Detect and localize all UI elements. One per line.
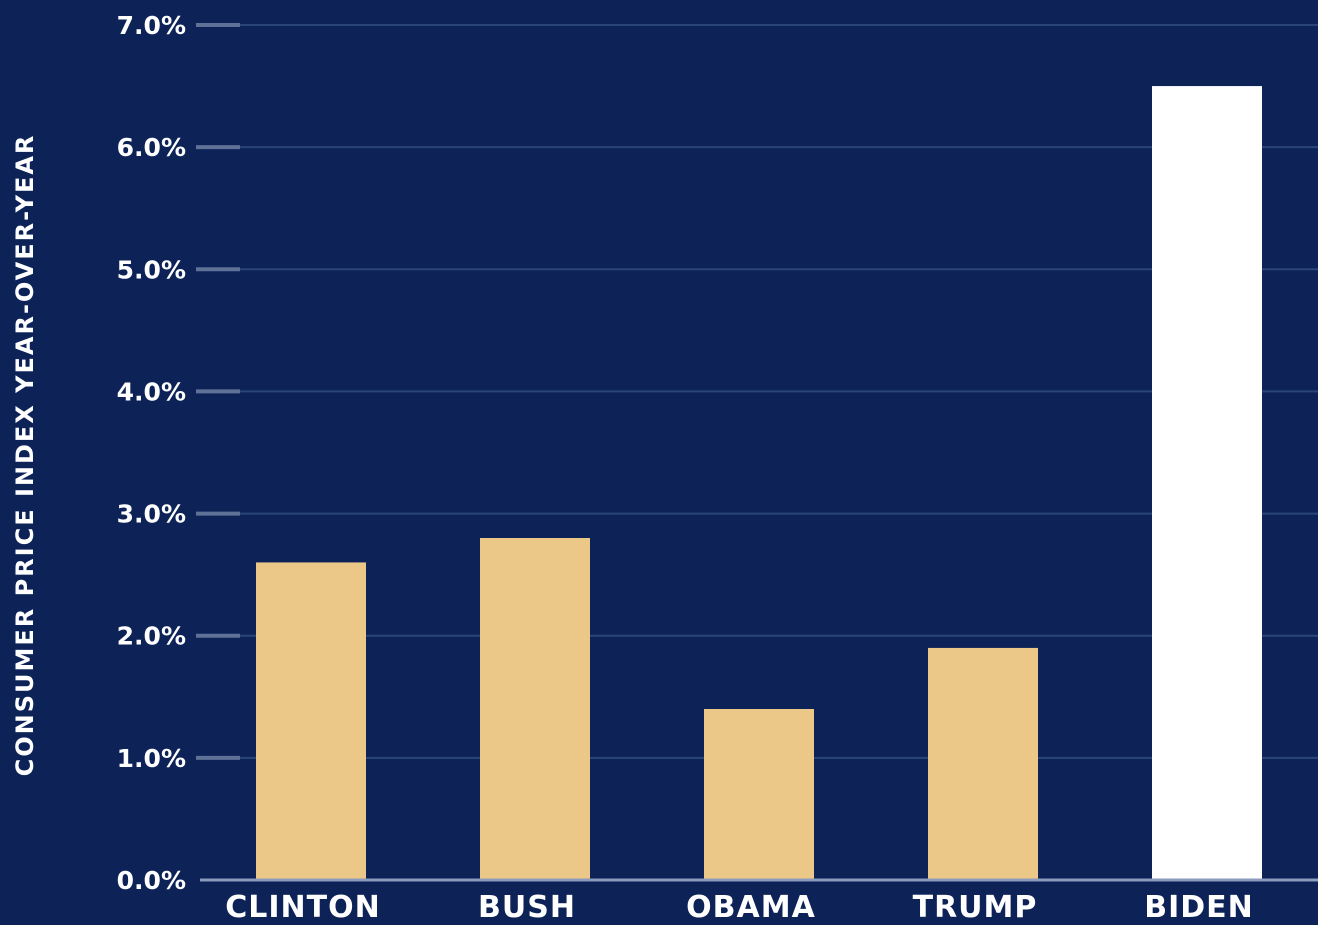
y-tick-label: 2.0%: [117, 622, 186, 651]
x-category-label-biden: BIDEN: [1144, 890, 1254, 925]
x-category-label-trump: TRUMP: [913, 890, 1038, 925]
bar-clinton: [256, 562, 366, 880]
y-axis-ticks: 0.0% 1.0% 2.0% 3.0% 4.0% 5.0% 6.0% 7.0%: [117, 11, 240, 895]
gridlines: [238, 24, 1318, 759]
bar-obama: [704, 709, 814, 880]
y-tick-label: 7.0%: [117, 11, 186, 40]
y-tick-label: 5.0%: [117, 255, 186, 284]
y-tick-label: 4.0%: [117, 377, 186, 406]
y-tick-label: 0.0%: [117, 866, 186, 895]
y-tick-label: 3.0%: [117, 500, 186, 529]
y-axis-label: CONSUMER PRICE INDEX YEAR-OVER-YEAR: [11, 134, 39, 777]
bar-bush: [480, 538, 590, 880]
y-tick-label: 6.0%: [117, 133, 186, 162]
x-category-label-clinton: CLINTON: [225, 890, 380, 925]
x-category-label-bush: BUSH: [478, 890, 576, 925]
y-tick-label: 1.0%: [117, 744, 186, 773]
bars: [256, 86, 1262, 881]
bar-biden: [1152, 86, 1262, 881]
bar-trump: [928, 647, 1038, 880]
x-category-label-obama: OBAMA: [686, 890, 816, 925]
x-axis-category-labels: CLINTON BUSH OBAMA TRUMP BIDEN: [225, 890, 1254, 925]
